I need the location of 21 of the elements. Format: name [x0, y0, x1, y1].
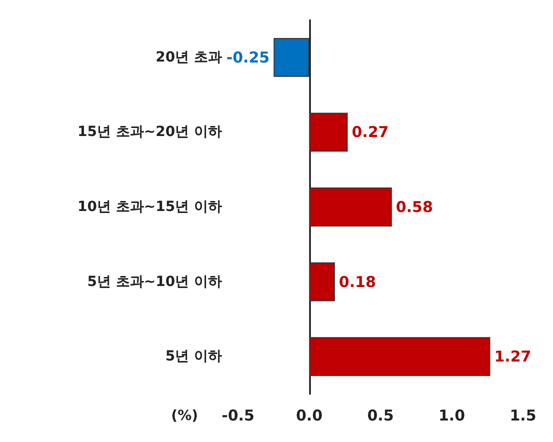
data-label: 0.18 [338, 272, 376, 291]
x-tick-label: 0.0 [296, 406, 323, 424]
bar [309, 188, 392, 226]
y-tick-label: 5년 이하 [165, 348, 222, 365]
y-tick-label: 15년 초과~20년 이하 [78, 124, 222, 140]
bar [309, 262, 335, 302]
x-tick-label: -0.5 [222, 406, 254, 424]
y-tick-label: 20년 초과 [156, 49, 222, 66]
y-tick-label: 10년 초과~15년 이하 [78, 199, 222, 215]
bar [309, 112, 348, 152]
x-tick-label: 1.5 [510, 406, 536, 424]
data-label: 0.27 [352, 123, 389, 142]
data-label: -0.25 [226, 48, 270, 66]
data-label: 1.27 [494, 348, 532, 366]
bar [309, 337, 490, 376]
x-axis-title: (%) [171, 408, 198, 424]
x-tick-label: 1.0 [438, 406, 466, 424]
bar [274, 38, 310, 77]
x-tick-label: 0.5 [367, 406, 394, 424]
y-tick-label: 5년 초과~10년 이하 [87, 274, 222, 290]
data-label: 0.58 [396, 198, 433, 216]
